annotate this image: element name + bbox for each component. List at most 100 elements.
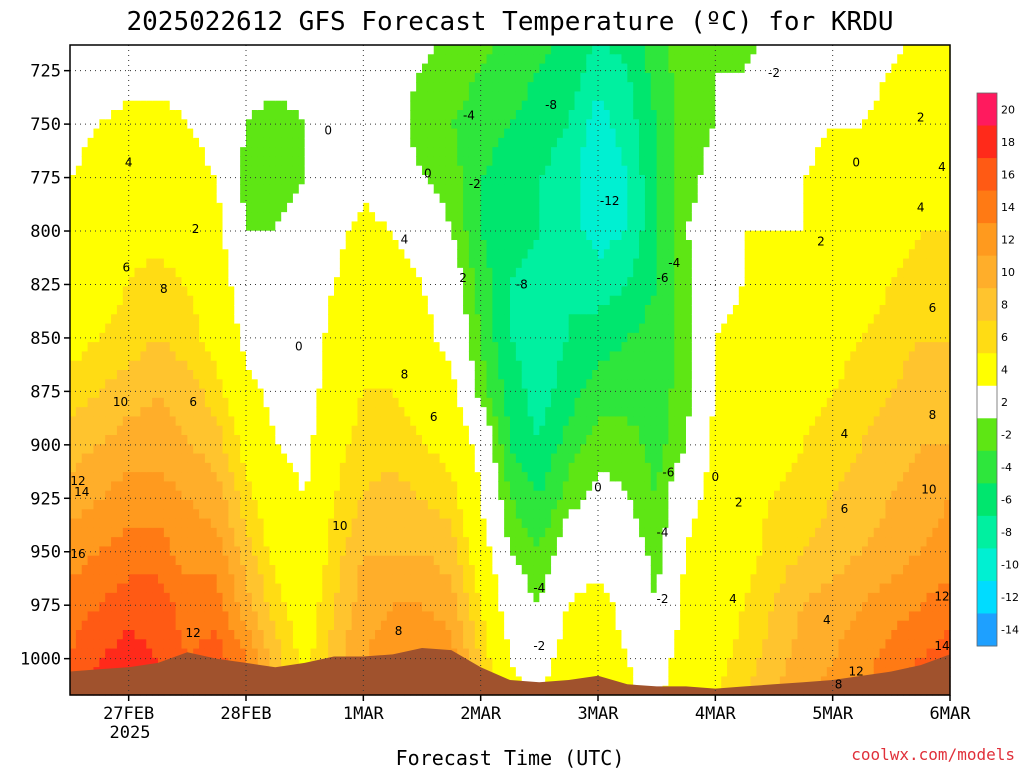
field-cell [228, 230, 235, 241]
field-cell [410, 370, 417, 380]
field-cell [369, 360, 376, 371]
field-cell [181, 481, 188, 492]
field-cell [281, 648, 288, 659]
field-cell [357, 193, 364, 204]
field-cell [468, 230, 476, 241]
field-cell [357, 397, 364, 408]
field-cell [210, 342, 218, 353]
field-cell [334, 518, 341, 529]
field-cell [234, 518, 241, 529]
field-cell [240, 630, 247, 640]
field-cell [251, 267, 259, 278]
field-cell [204, 137, 212, 148]
field-cell [187, 82, 194, 93]
field-cell [75, 527, 83, 538]
field-cell [222, 444, 229, 455]
field-cell [410, 555, 417, 566]
field-cell [251, 212, 259, 223]
field-cell [158, 435, 165, 445]
field-cell [292, 258, 300, 269]
field-cell [339, 184, 347, 195]
field-cell [99, 286, 106, 297]
field-cell [81, 221, 89, 232]
field-cell [81, 147, 89, 158]
field-cell [451, 230, 458, 241]
field-cell [468, 648, 476, 659]
field-cell [451, 332, 458, 343]
field-cell [386, 481, 394, 492]
field-cell [122, 63, 130, 74]
field-cell [169, 351, 177, 362]
field-cell [316, 258, 323, 269]
field-cell [304, 481, 312, 492]
field-cell [269, 342, 276, 353]
field-cell [257, 202, 265, 213]
field-cell [257, 277, 265, 288]
field-cell [287, 128, 294, 139]
field-cell [439, 314, 447, 325]
field-cell [146, 537, 153, 548]
field-cell [404, 175, 411, 185]
field-cell [140, 435, 147, 445]
field-cell [480, 332, 488, 343]
field-cell [339, 156, 347, 167]
field-cell [81, 332, 89, 343]
field-cell [386, 537, 394, 548]
field-cell [152, 537, 159, 548]
field-cell [363, 45, 370, 55]
field-cell [222, 295, 229, 306]
field-cell [216, 397, 224, 408]
field-cell [451, 388, 458, 399]
field-cell [351, 602, 359, 613]
field-cell [363, 620, 370, 631]
field-cell [210, 583, 218, 594]
field-cell [87, 472, 95, 483]
field-cell [298, 472, 306, 483]
field-cell [128, 425, 136, 436]
field-cell [87, 648, 95, 659]
field-cell [93, 602, 100, 613]
field-cell [345, 425, 353, 436]
field-cell [304, 119, 312, 130]
field-cell [328, 490, 335, 501]
field-cell [111, 277, 118, 288]
field-cell [392, 91, 400, 102]
field-cell [246, 453, 253, 464]
field-cell [199, 323, 206, 334]
field-cell [70, 286, 77, 297]
field-cell [93, 54, 100, 65]
field-cell [158, 574, 165, 585]
field-cell [439, 305, 447, 315]
field-cell [339, 100, 347, 111]
field-cell [357, 277, 364, 288]
field-cell [228, 527, 235, 538]
field-cell [316, 267, 323, 278]
field-cell [304, 388, 312, 399]
field-cell [199, 221, 206, 232]
field-cell [134, 82, 141, 93]
field-cell [204, 110, 212, 120]
field-cell [392, 360, 400, 371]
field-cell [457, 379, 464, 390]
field-cell [310, 91, 317, 102]
field-cell [193, 379, 200, 390]
field-cell [93, 648, 100, 659]
field-cell [116, 639, 124, 650]
field-cell [269, 583, 276, 594]
field-cell [204, 425, 212, 436]
field-cell [292, 82, 300, 93]
field-cell [93, 462, 100, 473]
field-cell [457, 230, 464, 241]
field-cell [163, 527, 171, 538]
field-cell [210, 435, 218, 445]
field-cell [152, 472, 159, 483]
field-cell [275, 221, 282, 232]
field-cell [269, 221, 276, 232]
field-cell [351, 314, 359, 325]
field-cell [322, 230, 329, 241]
field-cell [169, 397, 177, 408]
field-cell [128, 546, 136, 557]
field-cell [322, 305, 329, 315]
field-cell [169, 388, 177, 399]
field-cell [146, 500, 153, 510]
